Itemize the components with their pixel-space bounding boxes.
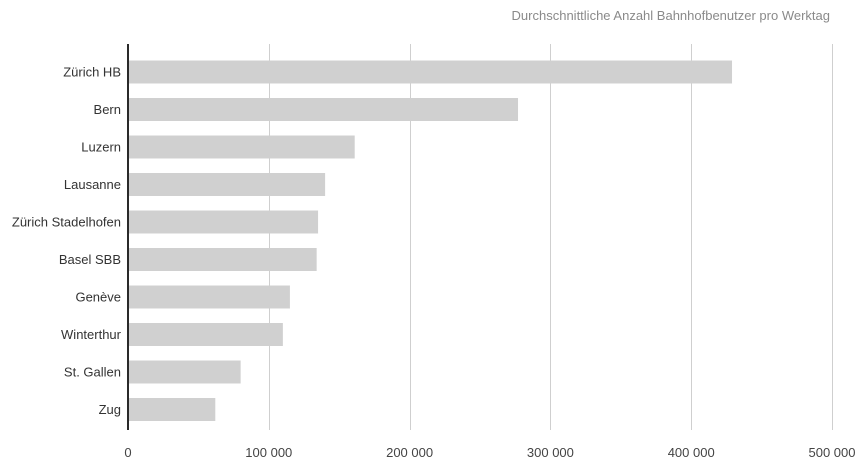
x-tick-label: 300 000: [527, 445, 574, 458]
bar: [128, 360, 241, 384]
x-tick-label: 400 000: [668, 445, 715, 458]
category-label: Lausanne: [64, 177, 121, 192]
category-label: Luzern: [81, 140, 121, 155]
bar: [128, 173, 326, 196]
bar: [128, 248, 317, 271]
bar: [128, 135, 355, 159]
bar: [128, 285, 290, 309]
category-label: Zürich Stadelhofen: [12, 215, 121, 230]
bar: [128, 60, 733, 84]
category-label: Zug: [99, 402, 121, 417]
x-tick-label: 500 000: [809, 445, 856, 458]
bar: [128, 210, 319, 234]
category-label: Winterthur: [61, 327, 122, 342]
bars: [128, 60, 733, 421]
x-tick-label: 200 000: [386, 445, 433, 458]
bar: [128, 323, 283, 346]
category-label: St. Gallen: [64, 365, 121, 380]
bar: [128, 98, 519, 121]
category-label: Basel SBB: [59, 252, 121, 267]
x-tick-label: 0: [124, 445, 131, 458]
category-label: Genève: [75, 290, 121, 305]
chart-subtitle: Durchschnittliche Anzahl Bahnhofbenutzer…: [512, 8, 830, 23]
category-label: Bern: [94, 102, 121, 117]
category-label: Zürich HB: [63, 65, 121, 80]
x-tick-labels: 0 100 000 200 000 300 000 400 000 500 000: [124, 445, 855, 458]
x-tick-label: 100 000: [245, 445, 292, 458]
bar: [128, 398, 216, 421]
category-labels: Zürich HB Bern Luzern Lausanne Zürich Stadel…: [12, 65, 122, 418]
